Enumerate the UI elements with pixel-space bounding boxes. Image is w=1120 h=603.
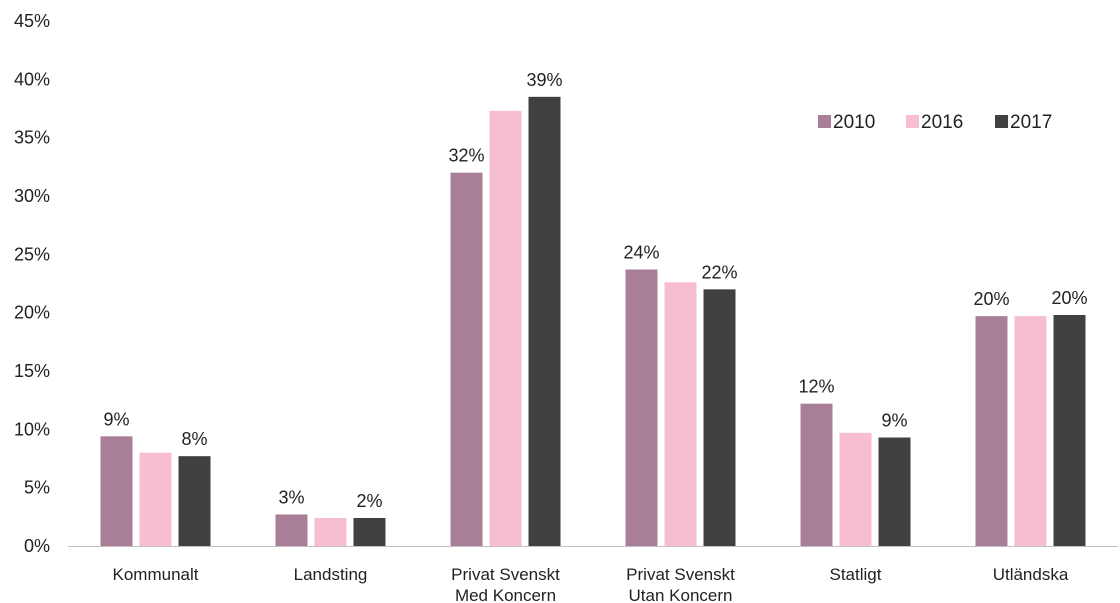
bar-2010 [800, 403, 833, 546]
bar-2017 [1053, 315, 1086, 546]
data-label: 24% [623, 243, 659, 263]
bar-2017 [528, 96, 561, 546]
data-label: 22% [701, 262, 737, 282]
legend-swatch-2017 [995, 115, 1008, 128]
bar-2010 [275, 514, 308, 546]
bar-2016 [664, 282, 697, 546]
y-tick-label: 45% [14, 11, 50, 31]
y-tick-label: 20% [14, 303, 50, 323]
data-label: 8% [181, 429, 207, 449]
data-labels: 9% 8% 3% 2% 32% 39% 24% 22% 12% 9% 20% 20% [103, 70, 1087, 511]
bar-2016 [839, 432, 872, 546]
bar-2016 [314, 518, 347, 546]
bars [100, 96, 1086, 546]
legend-label: 2016 [921, 112, 963, 133]
category-label: Privat Svenskt Utan Koncern [626, 565, 735, 603]
data-label: 2% [356, 491, 382, 511]
data-label: 9% [881, 411, 907, 431]
legend-swatch-2010 [818, 115, 831, 128]
data-label: 9% [103, 409, 129, 429]
legend-label: 2010 [833, 112, 875, 133]
bar-2017 [353, 518, 386, 546]
y-tick-label: 35% [14, 128, 50, 148]
category-label: Statligt [830, 565, 882, 584]
bar-2016 [489, 110, 522, 546]
bar-2010 [975, 316, 1008, 546]
bar-2016 [139, 452, 172, 546]
y-tick-label: 5% [24, 478, 50, 498]
data-label: 3% [278, 488, 304, 508]
legend: 2010 2016 2017 [818, 112, 1052, 133]
y-tick-label: 15% [14, 361, 50, 381]
bar-2010 [450, 172, 483, 546]
y-tick-label: 10% [14, 419, 50, 439]
y-axis: 0% 5% 10% 15% 20% 25% 30% 35% 40% 45% [14, 11, 50, 556]
category-label: Utländska [993, 565, 1069, 584]
category-label: Privat Svenskt Med Koncern [451, 565, 560, 603]
x-axis: Kommunalt Landsting Privat Svenskt Med Konc… [68, 546, 1118, 603]
bar-2010 [100, 436, 133, 546]
bar-2016 [1014, 316, 1047, 546]
bar-2017 [878, 437, 911, 546]
y-tick-label: 40% [14, 69, 50, 89]
data-label: 39% [526, 70, 562, 90]
data-label: 12% [798, 377, 834, 397]
y-tick-label: 25% [14, 244, 50, 264]
bar-2017 [703, 289, 736, 546]
data-label: 20% [1051, 288, 1087, 308]
category-label: Landsting [294, 565, 368, 584]
legend-label: 2017 [1010, 112, 1052, 133]
data-label: 20% [973, 289, 1009, 309]
y-tick-label: 0% [24, 536, 50, 556]
category-label: Kommunalt [113, 565, 199, 584]
data-label: 32% [448, 146, 484, 166]
legend-swatch-2016 [906, 115, 919, 128]
y-tick-label: 30% [14, 186, 50, 206]
bar-2010 [625, 269, 658, 546]
bar-2017 [178, 456, 211, 546]
